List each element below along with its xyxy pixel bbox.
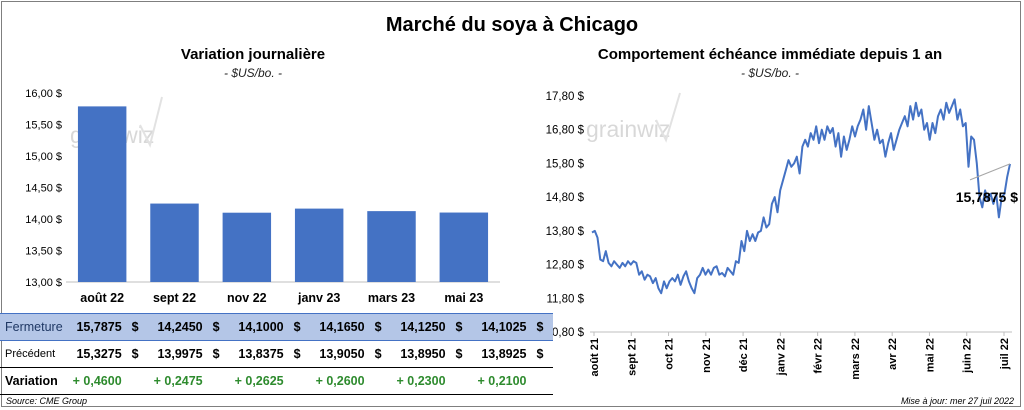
left-chart-unit: - $US/bo. - — [223, 66, 283, 80]
line-ytick-label: 16,80 $ — [546, 125, 585, 137]
table-cell: 14,1025 — [472, 313, 532, 341]
currency-symbol: $ — [450, 340, 473, 368]
line-ytick-label: 14,80 $ — [546, 192, 585, 204]
line-ytick-label: 13,80 $ — [546, 226, 585, 238]
table-cell: 14,1000 — [229, 313, 289, 341]
table-cell: 13,9050 — [310, 340, 370, 368]
table-row: Variation + 0,4600 + 0,2475 + 0,2625 + 0,260… — [0, 367, 554, 395]
bar — [367, 211, 416, 282]
bar — [222, 212, 272, 282]
table-cell: 13,9975 — [148, 340, 208, 368]
price-table: Fermeture 15,7875 $14,2450 $14,1000 $14,1650… — [0, 313, 554, 395]
currency-symbol: $ — [288, 340, 311, 368]
left-chart-title: Variation journalière — [180, 46, 326, 63]
source-note: Source: CME Group — [6, 396, 88, 406]
line-xtick-label: sept 21 — [626, 338, 638, 376]
bar — [77, 106, 127, 282]
bar-category-label: mars 23 — [368, 291, 415, 305]
table-cell: + 0,2100 — [472, 367, 532, 395]
table-row: Précédent 15,3275 $13,9975 $13,8375 $13,9050… — [0, 340, 554, 368]
bar-ytick-label: 13,50 $ — [25, 246, 62, 258]
line-xtick-label: oct 21 — [664, 338, 676, 370]
currency-symbol: $ — [126, 340, 149, 368]
currency-symbol: $ — [207, 340, 230, 368]
table-row: Fermeture 15,7875 $14,2450 $14,1000 $14,1650… — [0, 313, 554, 341]
table-cell: + 0,2600 — [310, 367, 370, 395]
line-xtick-label: août 21 — [589, 338, 601, 377]
bar-ytick-label: 16,00 $ — [25, 88, 62, 100]
bar-category-label: sept 22 — [153, 291, 196, 305]
bar-ytick-label: 15,50 $ — [25, 120, 62, 132]
line-xtick-label: déc 21 — [738, 338, 750, 372]
bar-ytick-label: 15,00 $ — [25, 151, 62, 163]
table-row-label: Précédent — [0, 340, 68, 368]
table-spacer — [207, 367, 230, 395]
currency-symbol: $ — [369, 340, 392, 368]
line-xtick-label: nov 21 — [701, 338, 713, 373]
bar-ytick-label: 14,50 $ — [25, 183, 62, 195]
price-series-line — [591, 98, 1011, 295]
bar-category-label: nov 22 — [227, 291, 267, 305]
table-cell: 15,7875 — [67, 313, 127, 341]
currency-symbol: $ — [207, 313, 230, 341]
currency-symbol: $ — [126, 313, 149, 341]
update-note: Mise à jour: mer 27 juil 2022 — [900, 396, 1014, 406]
currency-symbol: $ — [450, 313, 473, 341]
line-ytick-label: 10,80 $ — [546, 327, 585, 339]
last-value-leader — [969, 163, 1011, 181]
right-chart-unit: - $US/bo. - — [740, 66, 800, 80]
last-value-label: 15,7875 $ — [956, 189, 1018, 205]
table-cell: + 0,4600 — [67, 367, 127, 395]
table-row-label: Fermeture — [0, 313, 68, 341]
line-ytick-label: 11,80 $ — [546, 293, 584, 305]
table-cell: 13,8950 — [391, 340, 451, 368]
line-xtick-label: mai 22 — [924, 338, 936, 372]
line-xtick-label: juil 22 — [999, 338, 1011, 370]
bar-category-label: août 22 — [80, 291, 124, 305]
bar-category-label: mai 23 — [444, 291, 483, 305]
table-cell: + 0,2625 — [229, 367, 289, 395]
line-ytick-label: 15,80 $ — [546, 158, 585, 170]
currency-symbol: $ — [288, 313, 311, 341]
bar — [439, 212, 489, 282]
table-spacer — [531, 367, 554, 395]
table-cell: 15,3275 — [67, 340, 127, 368]
bar — [294, 208, 344, 282]
table-spacer — [288, 367, 311, 395]
line-ytick-label: 12,80 $ — [546, 260, 585, 272]
currency-symbol: $ — [531, 340, 554, 368]
right-chart-title: Comportement échéance immédiate depuis 1… — [597, 46, 943, 63]
bar-category-label: janv 23 — [297, 291, 340, 305]
table-cell: 13,8925 — [472, 340, 532, 368]
line-xtick-label: avr 22 — [887, 338, 899, 370]
table-row-label: Variation — [0, 367, 68, 395]
line-ytick-label: 17,80 $ — [546, 91, 585, 103]
table-cell: + 0,2300 — [391, 367, 451, 395]
table-cell: 14,2450 — [148, 313, 208, 341]
bar-chart: grainwiz 13,00 $13,50 $14,00 $14,50 $15,… — [25, 88, 500, 305]
line-xtick-label: févr 22 — [813, 338, 825, 373]
bar-ytick-label: 13,00 $ — [25, 277, 62, 289]
main-title: Marché du soya à Chicago — [385, 14, 639, 36]
table-spacer — [369, 367, 392, 395]
table-spacer — [126, 367, 149, 395]
table-cell: 13,8375 — [229, 340, 289, 368]
table-spacer — [450, 367, 473, 395]
bar-ytick-label: 14,00 $ — [25, 214, 62, 226]
table-cell: + 0,2475 — [148, 367, 208, 395]
currency-symbol: $ — [369, 313, 392, 341]
table-cell: 14,1650 — [310, 313, 370, 341]
table-cell: 14,1250 — [391, 313, 451, 341]
bar — [150, 203, 199, 282]
line-xtick-label: juin 22 — [962, 338, 974, 374]
line-chart: grainwiz 10,80 $ 11,80 $ 12,80 $ 13,80 $ 14,… — [546, 91, 1019, 380]
currency-symbol: $ — [531, 313, 554, 341]
line-xtick-label: mars 22 — [850, 338, 862, 380]
line-xtick-label: janv 22 — [775, 338, 787, 376]
watermark-logo: grainwiz — [586, 92, 681, 143]
watermark-text: grainwiz — [586, 116, 670, 142]
